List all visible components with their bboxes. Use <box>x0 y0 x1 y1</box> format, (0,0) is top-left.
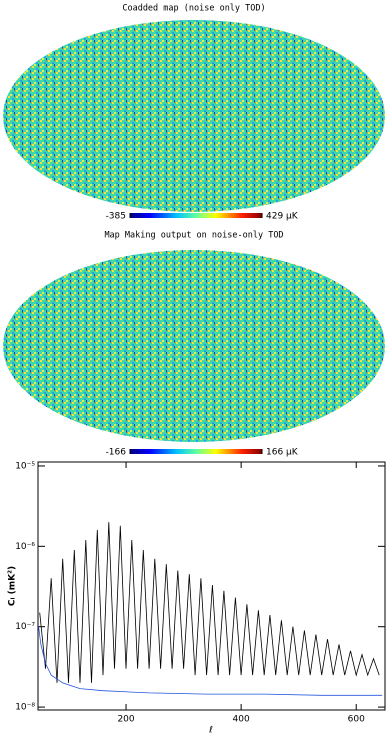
sky-map <box>3 250 385 442</box>
y-tick-label: 10⁻⁶ <box>15 542 35 552</box>
sky-map <box>3 20 385 212</box>
colorbar <box>130 213 262 218</box>
colorbar <box>130 449 262 454</box>
x-axis-label: ℓ <box>208 726 213 735</box>
x-tick-label: 200 <box>117 715 134 725</box>
colorbar-label: 429 μK <box>266 212 299 222</box>
colorbar-label: -166 <box>106 448 127 458</box>
x-tick-label: 600 <box>348 715 365 725</box>
y-axis-label: Cₗ (mK²) <box>8 566 18 606</box>
y-tick-label: 10⁻⁷ <box>15 622 35 632</box>
x-tick-label: 400 <box>233 715 250 725</box>
plot-frame <box>37 461 386 711</box>
map-title: Coadded map (noise only TOD) <box>122 4 265 14</box>
y-tick-label: 10⁻⁸ <box>15 703 35 713</box>
map-title: Map Making output on noise-only TOD <box>104 231 283 241</box>
series-line <box>38 626 383 696</box>
colorbar-label: 166 μK <box>266 448 299 458</box>
colorbar-label: -385 <box>106 212 126 222</box>
series-line <box>39 522 380 683</box>
y-tick-label: 10⁻⁵ <box>15 461 35 471</box>
